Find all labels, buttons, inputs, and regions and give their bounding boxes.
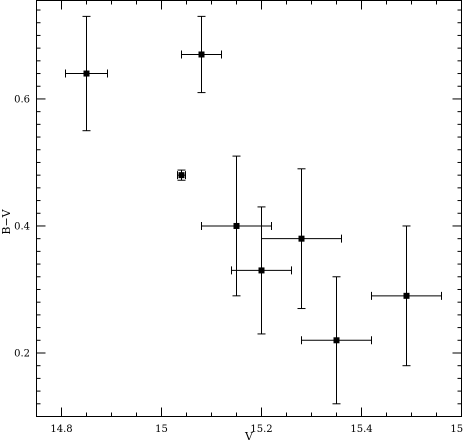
- data-point: [65, 15, 108, 132]
- data-point: [181, 15, 222, 94]
- x-tick-label: 15: [155, 424, 168, 435]
- y-tick-label: 0.6: [14, 94, 30, 105]
- point-marker: [403, 292, 410, 299]
- x-tick-label: 15.4: [350, 424, 372, 435]
- point-marker: [178, 172, 185, 179]
- point-marker: [298, 235, 305, 242]
- data-point: [231, 206, 292, 335]
- point-marker: [258, 267, 265, 274]
- data-marks: [65, 15, 442, 405]
- y-tick-label: 0.2: [14, 348, 30, 359]
- x-tick-label: 14.8: [50, 424, 72, 435]
- plot-frame: [36, 0, 462, 417]
- data-point: [371, 225, 442, 367]
- point-marker: [333, 337, 340, 344]
- point-marker: [198, 51, 205, 58]
- x-tick-label: 15.2: [250, 424, 272, 435]
- data-point: [301, 276, 372, 405]
- data-point: [261, 168, 342, 310]
- x-axis-label: V: [244, 430, 254, 443]
- y-tick-label: 0.4: [14, 221, 30, 232]
- data-point: [177, 169, 186, 181]
- tick-group: 14.8 15 15.2 15.4 15.6 0.2 0.4 0.6: [14, 0, 464, 435]
- point-marker: [83, 70, 90, 77]
- data-point: [201, 155, 272, 297]
- y-axis-label: B−V: [0, 208, 13, 234]
- x-tick-label: 15.6: [450, 424, 464, 435]
- point-marker: [233, 222, 240, 229]
